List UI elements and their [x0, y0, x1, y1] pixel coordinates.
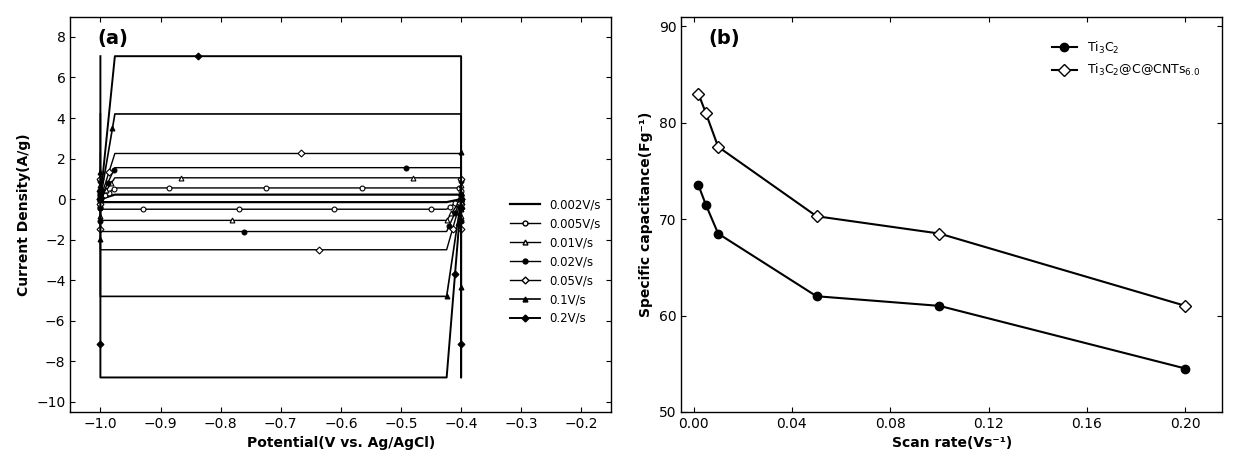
Legend: 0.002V/s, 0.005V/s, 0.01V/s, 0.02V/s, 0.05V/s, 0.1V/s, 0.2V/s: 0.002V/s, 0.005V/s, 0.01V/s, 0.02V/s, 0.… [506, 194, 606, 330]
Ti$_3$C$_2$ [932, 303, 947, 309]
Ti$_3$C$_2$@C@CNTs$_{6.0}$ [699, 110, 714, 116]
Y-axis label: Specific capacitance(Fg⁻¹): Specific capacitance(Fg⁻¹) [639, 112, 653, 317]
Ti$_3$C$_2$ [809, 293, 824, 299]
Legend: Ti$_3$C$_2$, Ti$_3$C$_2$@C@CNTs$_{6.0}$: Ti$_3$C$_2$, Ti$_3$C$_2$@C@CNTs$_{6.0}$ [1047, 35, 1206, 83]
Line: Ti$_3$C$_2$@C@CNTs$_{6.0}$: Ti$_3$C$_2$@C@CNTs$_{6.0}$ [694, 90, 1189, 310]
Ti$_3$C$_2$@C@CNTs$_{6.0}$ [711, 144, 726, 149]
Line: Ti$_3$C$_2$: Ti$_3$C$_2$ [694, 181, 1189, 373]
X-axis label: Scan rate(Vs⁻¹): Scan rate(Vs⁻¹) [892, 436, 1012, 450]
Text: (b): (b) [709, 28, 740, 48]
Ti$_3$C$_2$ [711, 231, 726, 236]
Ti$_3$C$_2$@C@CNTs$_{6.0}$ [1178, 303, 1193, 309]
Ti$_3$C$_2$ [699, 202, 714, 207]
Text: (a): (a) [98, 28, 129, 48]
Ti$_3$C$_2$ [1178, 366, 1193, 371]
Ti$_3$C$_2$ [691, 183, 706, 188]
X-axis label: Potential(V vs. Ag/AgCl): Potential(V vs. Ag/AgCl) [247, 436, 435, 450]
Ti$_3$C$_2$@C@CNTs$_{6.0}$ [932, 231, 947, 236]
Ti$_3$C$_2$@C@CNTs$_{6.0}$ [809, 213, 824, 219]
Y-axis label: Current Density(A/g): Current Density(A/g) [16, 133, 31, 296]
Ti$_3$C$_2$@C@CNTs$_{6.0}$ [691, 91, 706, 97]
